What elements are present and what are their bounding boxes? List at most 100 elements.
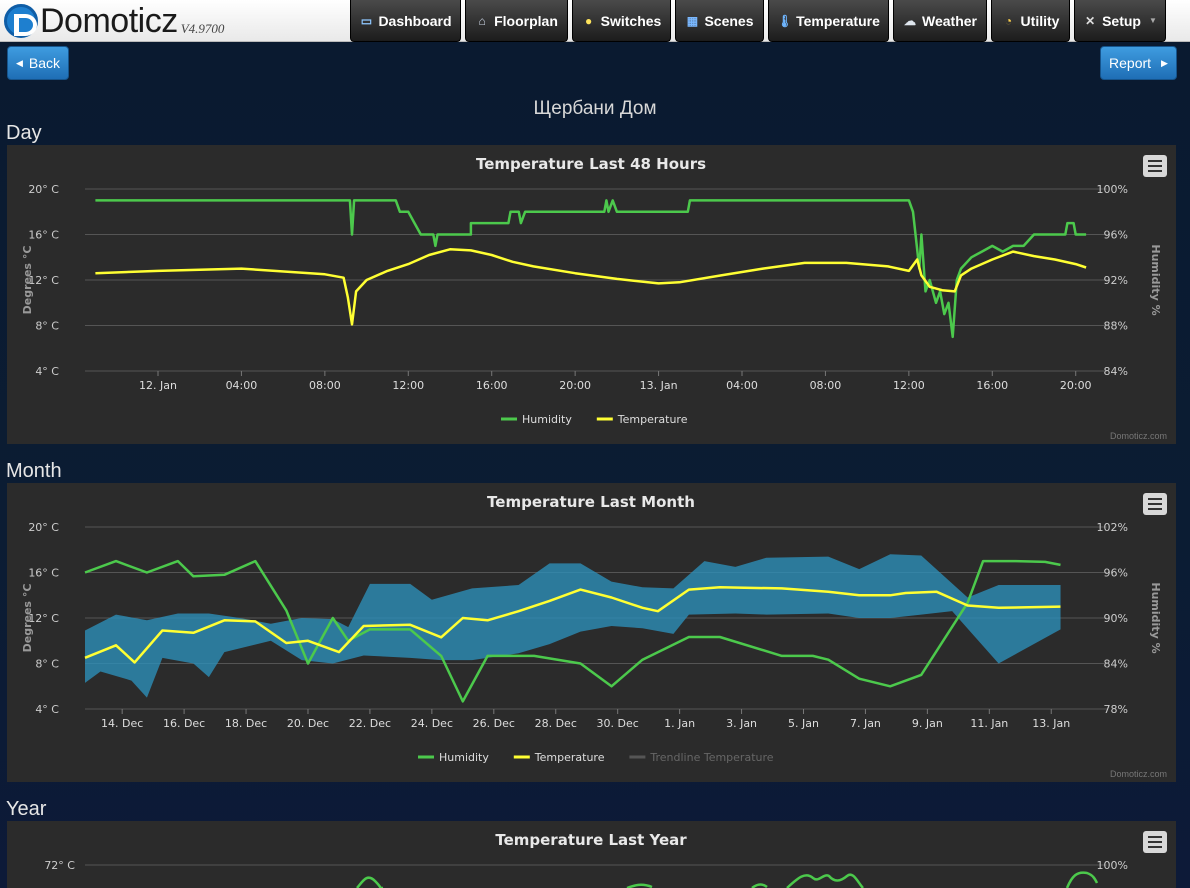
bulb-icon: ● [585, 13, 593, 28]
x-tick-label: 12. Jan [139, 379, 177, 392]
report-button-label: Report [1109, 55, 1152, 71]
x-tick-label: 08:00 [810, 379, 842, 392]
legend-item[interactable]: Temperature [617, 413, 688, 426]
domoticz-logo-icon [4, 4, 38, 38]
y2-tick-label: 84% [1104, 658, 1128, 671]
nav-utility[interactable]: ◔ Utility [991, 0, 1070, 42]
x-tick-label: 16. Dec [163, 717, 205, 730]
chart-day-menu-button[interactable] [1143, 155, 1167, 177]
x-tick-label: 1. Jan [664, 717, 695, 730]
y2-tick-label: 92% [1104, 274, 1128, 287]
y2-tick-label: 84% [1104, 365, 1128, 378]
nav-setup[interactable]: ✕ Setup ▼ [1074, 0, 1166, 42]
nav-temperature[interactable]: 🌡 Temperature [768, 0, 889, 42]
chart-month-menu-button[interactable] [1143, 493, 1167, 515]
y-tick-label: 8° C [35, 658, 59, 671]
section-label-year: Year [6, 798, 47, 820]
y-tick-label: 8° C [35, 320, 59, 333]
chart-month-panel: Temperature Last Month 20° C 16° C 12° C 8° … [7, 483, 1176, 782]
y-tick-label: 16° C [28, 229, 59, 242]
x-tick-label: 04:00 [726, 379, 758, 392]
x-tick-label: 08:00 [309, 379, 341, 392]
nav-switches[interactable]: ● Switches [572, 0, 671, 42]
y-tick-label: 4° C [35, 365, 59, 378]
thermometer-icon: 🌡 [777, 13, 793, 28]
x-tick-label: 11. Jan [970, 717, 1008, 730]
y2-tick-label: 100% [1097, 859, 1128, 872]
nav-scenes[interactable]: ▦ Scenes [675, 0, 764, 42]
x-tick-label: 9. Jan [912, 717, 943, 730]
x-tick-label: 22. Dec [349, 717, 391, 730]
chart-year-menu-button[interactable] [1143, 831, 1167, 853]
nav-label: Weather [922, 12, 977, 29]
legend-item[interactable]: Humidity [522, 413, 572, 426]
nav-label: Utility [1020, 12, 1060, 29]
y2-tick-label: 90% [1104, 612, 1128, 625]
chart-title: Temperature Last Year [495, 831, 687, 849]
monitor-icon: ▭ [360, 13, 373, 28]
y-tick-label: 20° C [28, 521, 59, 534]
section-label-day: Day [6, 122, 42, 144]
x-tick-label: 13. Jan [640, 379, 678, 392]
app-logo[interactable]: Domoticz V4.9700 [4, 3, 224, 39]
x-tick-label: 18. Dec [225, 717, 267, 730]
temperature-range-band [85, 554, 1061, 698]
x-tick-label: 28. Dec [535, 717, 577, 730]
x-tick-label: 5. Jan [788, 717, 819, 730]
caret-down-icon: ▼ [1148, 16, 1157, 25]
nav-floorplan[interactable]: ⌂ Floorplan [465, 0, 568, 42]
y2-axis-title: Humidity % [1149, 244, 1162, 315]
chart-month: Temperature Last Month 20° C 16° C 12° C 8° … [21, 493, 1162, 764]
x-tick-label: 20. Dec [287, 717, 329, 730]
page-title: Щербани Дом [533, 98, 657, 119]
y2-tick-label: 88% [1104, 320, 1128, 333]
report-button[interactable]: Report ▶ [1100, 46, 1177, 80]
tools-icon: ✕ [1085, 13, 1096, 28]
chart-title: Temperature Last 48 Hours [476, 155, 706, 173]
nav-weather[interactable]: ☁ Weather [893, 0, 987, 42]
chart-year: Temperature Last Year 72° C 100% [44, 831, 1128, 888]
app-version: V4.9700 [180, 21, 225, 36]
y2-tick-label: 78% [1104, 703, 1128, 716]
chart-year-panel: Temperature Last Year 72° C 100% [7, 821, 1176, 888]
x-tick-label: 30. Dec [597, 717, 639, 730]
y2-tick-label: 96% [1104, 229, 1128, 242]
x-tick-label: 3. Jan [726, 717, 757, 730]
temperature-series-line [84, 586, 1061, 664]
x-tick-label: 24. Dec [411, 717, 453, 730]
x-tick-label: 12:00 [392, 379, 424, 392]
y-tick-label: 16° C [28, 567, 59, 580]
chart-title: Temperature Last Month [487, 493, 695, 511]
legend-item[interactable]: Trendline Temperature [649, 751, 773, 764]
film-icon: ▦ [686, 13, 699, 28]
legend-item[interactable]: Temperature [534, 751, 605, 764]
chart-credit[interactable]: Domoticz.com [1109, 769, 1167, 779]
chart-day: Temperature Last 48 Hours 20° C 16° C 12° C… [21, 155, 1162, 426]
cloud-rain-icon: ☁ [904, 13, 916, 28]
top-bar: Domoticz V4.9700 ▭ Dashboard ⌂ Floorplan… [0, 0, 1190, 42]
y-tick-label: 72° C [44, 859, 75, 872]
nav-dashboard[interactable]: ▭ Dashboard [350, 0, 461, 42]
x-tick-label: 12:00 [893, 379, 925, 392]
nav-label: Temperature [796, 12, 880, 29]
y2-tick-label: 100% [1097, 183, 1128, 196]
nav-label: Dashboard [378, 12, 452, 29]
y-tick-label: 20° C [28, 183, 59, 196]
back-button[interactable]: ◀ Back [7, 46, 69, 80]
x-tick-label: 20:00 [559, 379, 591, 392]
nav-label: Setup [1102, 12, 1141, 29]
legend-item[interactable]: Humidity [439, 751, 489, 764]
y2-axis-title: Humidity % [1149, 582, 1162, 653]
x-tick-label: 7. Jan [850, 717, 881, 730]
y-tick-label: 4° C [35, 703, 59, 716]
x-tick-label: 16:00 [976, 379, 1008, 392]
y2-tick-label: 102% [1097, 521, 1128, 534]
x-tick-label: 14. Dec [101, 717, 143, 730]
chart-credit[interactable]: Domoticz.com [1109, 431, 1167, 441]
y-axis-title: Degrees °C [21, 246, 34, 315]
x-tick-label: 13. Jan [1032, 717, 1070, 730]
chevron-left-icon: ◀ [15, 57, 23, 68]
chart-day-panel: Temperature Last 48 Hours 20° C 16° C 12° C… [7, 145, 1176, 444]
x-tick-label: 16:00 [476, 379, 508, 392]
x-tick-label: 04:00 [226, 379, 258, 392]
